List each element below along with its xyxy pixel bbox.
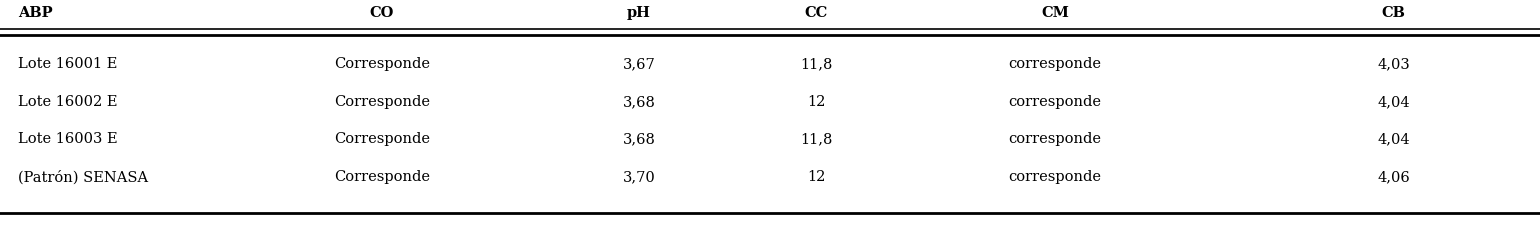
Text: Corresponde: Corresponde [334, 57, 430, 71]
Text: pH: pH [627, 6, 651, 20]
Text: Corresponde: Corresponde [334, 169, 430, 183]
Text: CB: CB [1381, 6, 1406, 20]
Text: 3,70: 3,70 [622, 169, 656, 183]
Text: 4,04: 4,04 [1377, 131, 1411, 145]
Text: (Patrón) SENASA: (Patrón) SENASA [18, 169, 148, 183]
Text: CC: CC [804, 6, 829, 20]
Text: 4,03: 4,03 [1377, 57, 1411, 71]
Text: corresponde: corresponde [1009, 94, 1101, 108]
Text: corresponde: corresponde [1009, 169, 1101, 183]
Text: CO: CO [370, 6, 394, 20]
Text: Lote 16002 E: Lote 16002 E [18, 94, 119, 108]
Text: 3,68: 3,68 [622, 94, 656, 108]
Text: ABP: ABP [18, 6, 52, 20]
Text: Corresponde: Corresponde [334, 131, 430, 145]
Text: Corresponde: Corresponde [334, 94, 430, 108]
Text: 4,06: 4,06 [1377, 169, 1411, 183]
Text: 12: 12 [807, 169, 825, 183]
Text: 11,8: 11,8 [799, 57, 833, 71]
Text: 12: 12 [807, 94, 825, 108]
Text: 4,04: 4,04 [1377, 94, 1411, 108]
Text: 11,8: 11,8 [799, 131, 833, 145]
Text: 3,68: 3,68 [622, 131, 656, 145]
Text: corresponde: corresponde [1009, 131, 1101, 145]
Text: corresponde: corresponde [1009, 57, 1101, 71]
Text: Lote 16003 E: Lote 16003 E [18, 131, 119, 145]
Text: Lote 16001 E: Lote 16001 E [18, 57, 119, 71]
Text: 3,67: 3,67 [622, 57, 656, 71]
Text: CM: CM [1041, 6, 1069, 20]
